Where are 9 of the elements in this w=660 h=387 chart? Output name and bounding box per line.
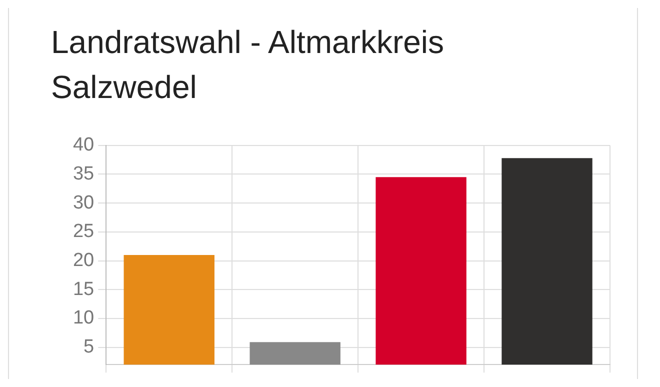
y-tick-label: 10 xyxy=(72,308,94,329)
y-tick-label: 40 xyxy=(72,134,94,156)
y-tick-label: 30 xyxy=(72,192,94,214)
y-tick-label: 5 xyxy=(84,336,94,358)
y-tick-label: 20 xyxy=(72,250,94,272)
y-tick-label: 15 xyxy=(72,278,94,300)
chart-title: Landratswahl - Altmarkkreis Salzwedel xyxy=(51,23,446,107)
y-tick-label: 35 xyxy=(72,163,94,184)
y-tick-label: 25 xyxy=(72,221,94,242)
